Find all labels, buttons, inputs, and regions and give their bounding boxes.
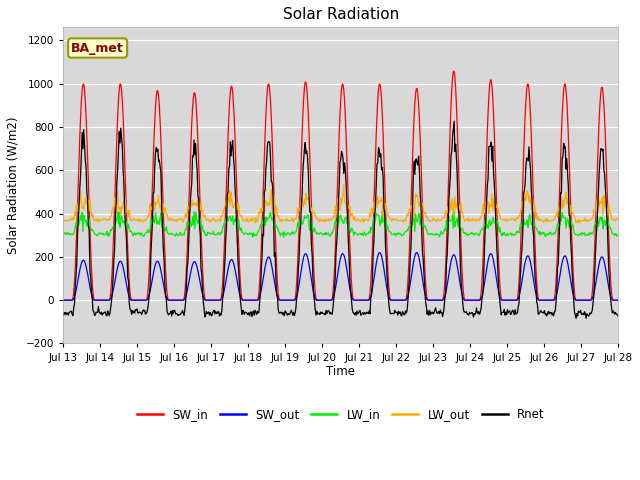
LW_in <box>267 209 275 215</box>
LW_out <box>129 217 136 223</box>
Rnet <box>289 312 297 318</box>
LW_out <box>575 220 583 226</box>
Rnet <box>267 153 275 159</box>
LW_in <box>129 230 136 236</box>
Rnet <box>451 118 458 124</box>
Rnet <box>237 304 245 310</box>
Line: SW_in: SW_in <box>63 72 640 300</box>
Line: SW_out: SW_out <box>63 252 640 300</box>
Rnet <box>572 315 580 321</box>
Line: LW_in: LW_in <box>63 207 640 237</box>
Title: Solar Radiation: Solar Radiation <box>283 7 399 22</box>
SW_out <box>376 250 383 255</box>
LW_out <box>340 182 348 188</box>
LW_out <box>454 199 462 205</box>
Rnet <box>59 310 67 316</box>
SW_in <box>449 69 457 74</box>
SW_in <box>129 297 136 303</box>
SW_out <box>421 290 429 296</box>
Legend: SW_in, SW_out, LW_in, LW_out, Rnet: SW_in, SW_out, LW_in, LW_out, Rnet <box>132 403 549 426</box>
SW_out <box>454 267 462 273</box>
SW_in <box>454 146 462 152</box>
Line: LW_out: LW_out <box>63 185 640 223</box>
Rnet <box>454 201 462 207</box>
SW_in <box>237 290 245 296</box>
LW_in <box>421 223 429 228</box>
LW_in <box>237 225 245 231</box>
SW_out <box>237 296 245 301</box>
LW_out <box>289 218 297 224</box>
LW_out <box>421 209 429 215</box>
X-axis label: Time: Time <box>326 365 355 378</box>
SW_out <box>59 297 67 303</box>
SW_out <box>267 257 275 263</box>
Rnet <box>420 271 428 277</box>
SW_in <box>289 297 297 303</box>
Rnet <box>129 308 136 313</box>
SW_in <box>267 98 275 104</box>
LW_out <box>267 194 275 200</box>
SW_in <box>420 248 428 254</box>
LW_in <box>280 234 287 240</box>
LW_in <box>290 231 298 237</box>
SW_out <box>129 297 136 303</box>
LW_out <box>237 213 245 218</box>
Text: BA_met: BA_met <box>71 41 124 55</box>
LW_in <box>59 231 67 237</box>
LW_in <box>454 224 462 230</box>
SW_in <box>59 297 67 303</box>
SW_out <box>289 297 297 303</box>
Line: Rnet: Rnet <box>63 121 640 318</box>
LW_out <box>59 217 67 223</box>
LW_in <box>636 204 640 210</box>
Y-axis label: Solar Radiation (W/m2): Solar Radiation (W/m2) <box>7 117 20 254</box>
